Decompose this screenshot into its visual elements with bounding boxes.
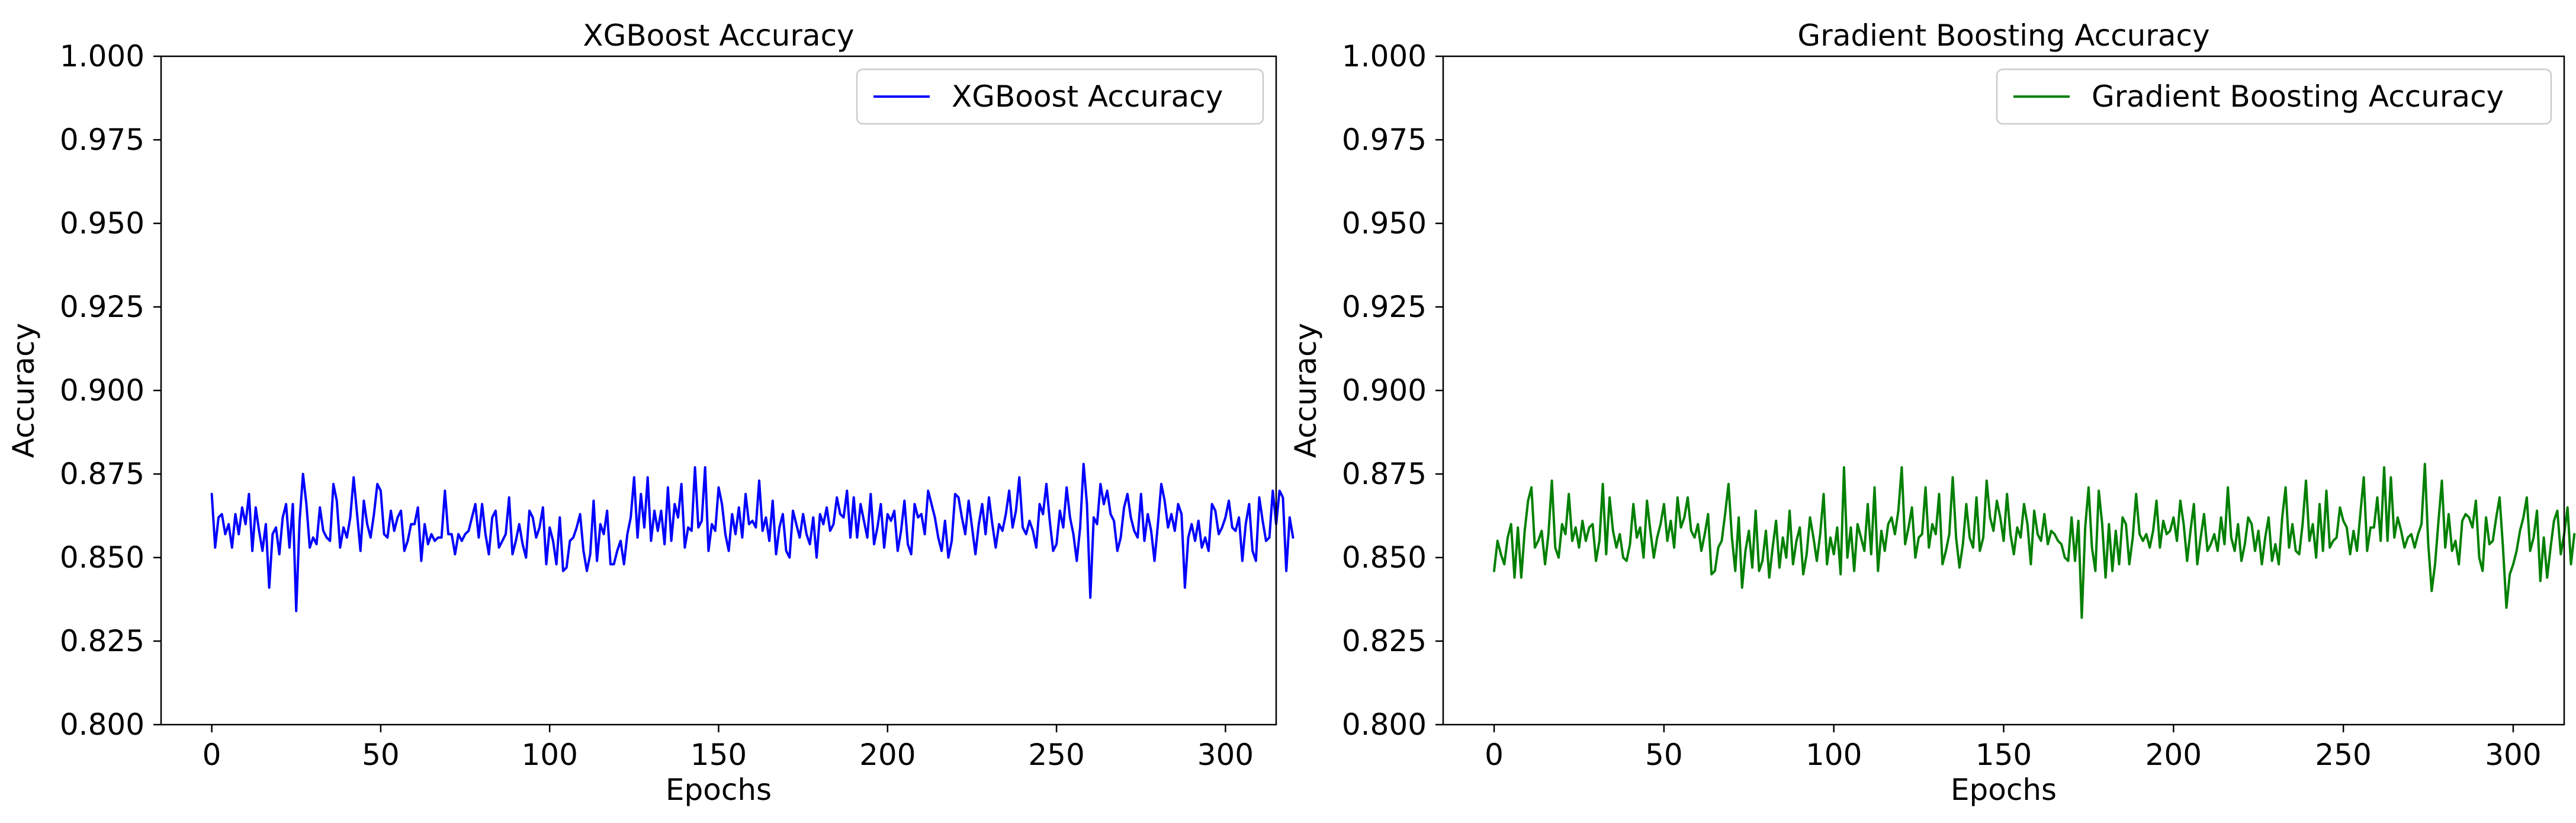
y-tick-label: 0.875: [60, 457, 144, 491]
y-tick-label: 0.850: [60, 540, 144, 575]
plot-area-frame: [1442, 55, 2565, 726]
y-tick-label: 0.825: [1342, 624, 1427, 658]
legend: Gradient Boosting Accuracy: [1996, 68, 2552, 125]
y-tick-label: 0.900: [60, 373, 144, 408]
x-tick-label: 100: [521, 738, 577, 772]
x-tick-label: 150: [690, 738, 747, 772]
x-tick-label: 100: [1806, 738, 1862, 772]
y-tick-label: 0.825: [60, 624, 144, 658]
legend-box: [856, 68, 1264, 125]
x-tick-label: 200: [2145, 738, 2202, 772]
y-tick-label: 0.925: [1342, 290, 1427, 324]
x-tick-label: 150: [1976, 738, 2032, 772]
x-tick-label: 250: [2315, 738, 2371, 772]
chart-title: Gradient Boosting Accuracy: [1797, 18, 2209, 53]
legend-label: Gradient Boosting Accuracy: [2092, 79, 2504, 114]
y-tick-label: 1.000: [1342, 39, 1427, 73]
y-tick-label: 0.950: [60, 206, 144, 241]
x-axis-label: Epochs: [666, 773, 772, 807]
legend-box: [1996, 68, 2552, 125]
plot-area-frame: [160, 55, 1277, 726]
y-axis-label: Accuracy: [1289, 323, 1323, 458]
y-tick-label: 0.925: [60, 290, 144, 324]
x-tick-label: 0: [203, 738, 221, 772]
x-tick-label: 250: [1028, 738, 1084, 772]
y-tick-label: 1.000: [60, 39, 144, 73]
x-tick-label: 50: [362, 738, 400, 772]
y-axis-label: Accuracy: [7, 323, 41, 458]
y-tick-label: 0.875: [1342, 457, 1427, 491]
x-tick-label: 300: [1197, 738, 1254, 772]
y-tick-label: 0.800: [60, 707, 144, 742]
series-line-1: [210, 463, 1295, 613]
chart-title: XGBoost Accuracy: [583, 18, 854, 53]
x-tick-label: 200: [859, 738, 916, 772]
legend: XGBoost Accuracy: [856, 68, 1264, 125]
x-tick-label: 50: [1645, 738, 1683, 772]
y-tick-label: 0.900: [1342, 373, 1427, 408]
y-tick-label: 0.950: [1342, 206, 1427, 241]
y-tick-label: 0.975: [1342, 123, 1427, 157]
series-line-1: [1493, 463, 2576, 619]
chart-panel-1: XGBoost Accuracy 0 50 100 150 200 250 300 0.800 0…: [7, 18, 1295, 807]
legend-label: XGBoost Accuracy: [952, 79, 1223, 114]
y-tick-label: 0.850: [1342, 540, 1427, 575]
chart-panel-2: Gradient Boosting Accuracy 0 50 100 150 200 25…: [1289, 18, 2576, 807]
y-tick-label: 0.800: [1342, 707, 1427, 742]
y-tick-label: 0.975: [60, 123, 144, 157]
x-tick-label: 0: [1485, 738, 1504, 772]
x-tick-label: 300: [2485, 738, 2541, 772]
x-axis-label: Epochs: [1951, 773, 2057, 807]
